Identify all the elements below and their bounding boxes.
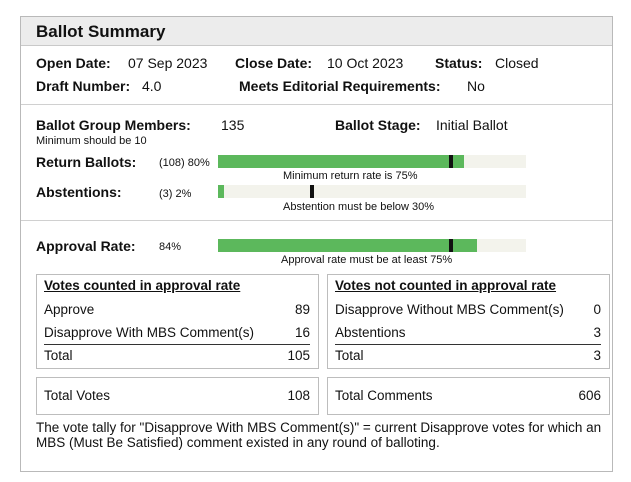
return-ballots-fill (218, 155, 464, 168)
divider (21, 220, 612, 221)
total-label: Total (44, 348, 73, 363)
footnote: The vote tally for "Disapprove With MBS … (36, 420, 602, 450)
abstentions-bar (218, 185, 526, 198)
return-ballots-label: Return Ballots: (36, 154, 137, 170)
total-value: 105 (287, 348, 310, 363)
approval-rate-value: 84% (159, 241, 182, 253)
divider (21, 104, 612, 105)
draft-number-label: Draft Number: (36, 78, 131, 94)
row-value: 3 (593, 325, 601, 340)
total-comments-box: Total Comments 606 (327, 377, 610, 415)
total-comments-row: Total Comments 606 (335, 388, 601, 406)
editorial-value: No (467, 78, 485, 94)
approval-rate-label: Approval Rate: (36, 238, 136, 254)
total-row: Total 3 (335, 348, 601, 366)
table-row: Approve 89 (44, 302, 310, 320)
abstentions-note: Abstention must be below 30% (283, 201, 435, 213)
close-date-label: Close Date: (235, 55, 313, 71)
abstentions-fill (218, 185, 224, 198)
ballot-stage-label: Ballot Stage: (335, 117, 421, 133)
table-row: Disapprove With MBS Comment(s) 16 (44, 325, 310, 343)
ballot-summary-panel: Ballot Summary Open Date: 07 Sep 2023 Cl… (20, 16, 613, 472)
row-value: 16 (294, 325, 310, 340)
total-rule (335, 344, 601, 345)
return-ballots-bar (218, 155, 526, 168)
votes-counted-box: Votes counted in approval rate Approve 8… (36, 274, 319, 369)
total-votes-row: Total Votes 108 (44, 388, 310, 406)
table-row: Disapprove Without MBS Comment(s) 0 (335, 302, 601, 320)
row-value: 89 (294, 302, 310, 317)
panel-title: Ballot Summary (36, 22, 166, 41)
approval-rate-note: Approval rate must be at least 75% (281, 254, 453, 266)
draft-number-value: 4.0 (142, 78, 162, 94)
return-ballots-note: Minimum return rate is 75% (283, 170, 418, 182)
group-members-note: Minimum should be 10 (36, 135, 147, 147)
editorial-label: Meets Editorial Requirements: (239, 78, 441, 94)
total-row: Total 105 (44, 348, 310, 366)
total-votes-label: Total Votes (44, 388, 111, 403)
return-ballots-value: (108) 80% (159, 157, 210, 169)
group-members-value: 135 (221, 117, 245, 133)
votes-not-counted-box: Votes not counted in approval rate Disap… (327, 274, 610, 369)
row-label: Abstentions (335, 325, 406, 340)
ballot-stage-value: Initial Ballot (436, 117, 508, 133)
votes-counted-header: Votes counted in approval rate (44, 278, 241, 293)
total-value: 3 (593, 348, 601, 363)
close-date-value: 10 Oct 2023 (327, 55, 404, 71)
group-members-label: Ballot Group Members: (36, 117, 191, 133)
abstentions-label: Abstentions: (36, 184, 122, 200)
title-bar: Ballot Summary (21, 17, 612, 46)
status-value: Closed (495, 55, 539, 71)
total-comments-label: Total Comments (335, 388, 433, 403)
row-label: Approve (44, 302, 95, 317)
open-date-value: 07 Sep 2023 (128, 55, 208, 71)
total-votes-box: Total Votes 108 (36, 377, 319, 415)
abstentions-value: (3) 2% (159, 188, 192, 200)
votes-not-counted-header: Votes not counted in approval rate (335, 278, 557, 293)
row-label: Disapprove Without MBS Comment(s) (335, 302, 564, 317)
abstentions-threshold-marker (310, 185, 314, 198)
row-value: 0 (593, 302, 601, 317)
table-row: Abstentions 3 (335, 325, 601, 343)
status-label: Status: (435, 55, 483, 71)
total-comments-value: 606 (578, 388, 601, 403)
approval-rate-threshold-marker (449, 239, 453, 252)
total-label: Total (335, 348, 364, 363)
approval-rate-bar (218, 239, 526, 252)
open-date-label: Open Date: (36, 55, 111, 71)
total-rule (44, 344, 310, 345)
row-label: Disapprove With MBS Comment(s) (44, 325, 255, 340)
return-ballots-threshold-marker (449, 155, 453, 168)
approval-rate-fill (218, 239, 477, 252)
total-votes-value: 108 (287, 388, 310, 403)
